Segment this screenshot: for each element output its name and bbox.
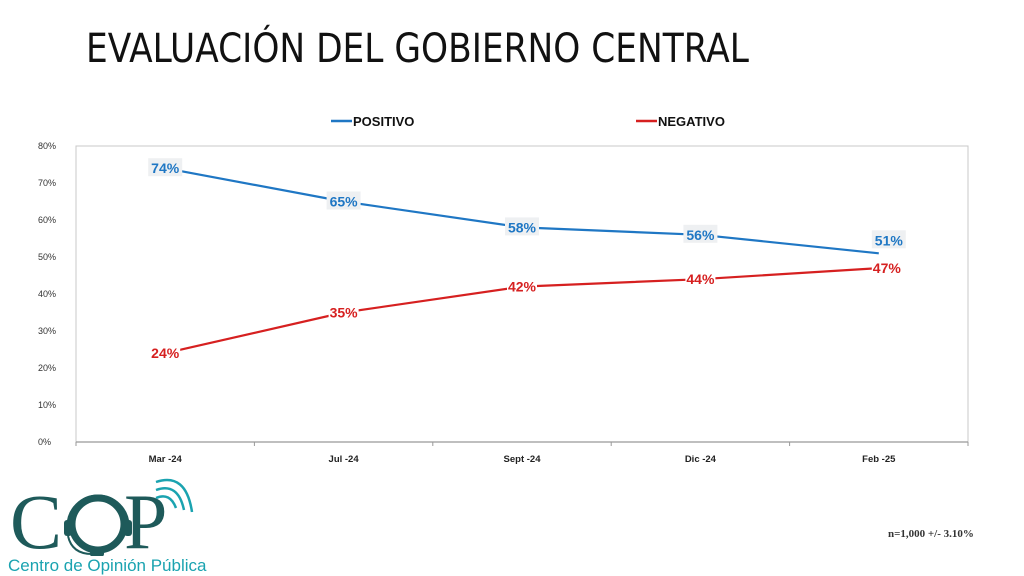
signal-waves-icon — [155, 478, 194, 513]
y-tick-label: 30% — [38, 326, 56, 336]
data-label-negativo: 24% — [151, 345, 180, 361]
data-label-negativo: 42% — [508, 279, 537, 295]
data-label-bg — [871, 259, 902, 276]
y-tick-label: 50% — [38, 252, 56, 262]
x-tick-label: Sept -24 — [504, 454, 542, 465]
y-axis: 0% 10% 20% 30% 40% 50% 60% 70% 80% — [38, 141, 56, 447]
x-tick-label: Jul -24 — [329, 454, 360, 465]
y-tick-label: 20% — [38, 363, 56, 373]
data-label-negativo: 47% — [873, 260, 902, 276]
y-tick-label: 70% — [38, 178, 56, 188]
data-label-negativo: 35% — [330, 305, 359, 321]
y-tick-label: 60% — [38, 215, 56, 225]
data-label-bg — [148, 158, 183, 177]
series-line-positivo — [164, 167, 879, 255]
cop-logo: C P — [6, 476, 206, 576]
data-label-negativo: 44% — [686, 271, 715, 287]
data-label-bg — [685, 270, 716, 287]
x-axis: Mar -24 Jul -24 Sept -24 Dic -24 Feb -25 — [75, 441, 969, 465]
data-label-bg — [683, 224, 718, 243]
headset-icon — [64, 494, 132, 557]
logo-letter-c: C — [10, 478, 62, 556]
logo-subtitle: Centro de Opinión Pública — [8, 556, 207, 575]
y-tick-label: 80% — [38, 141, 56, 151]
data-label-bg — [507, 277, 537, 294]
y-tick-label: 40% — [38, 289, 56, 299]
data-label-bg — [328, 303, 359, 320]
legend-label-positivo: POSITIVO — [353, 114, 414, 129]
data-label-positivo: 65% — [330, 194, 359, 210]
data-label-bg — [871, 230, 906, 249]
data-label-positivo: 58% — [508, 219, 537, 235]
data-label-bg — [505, 217, 539, 236]
y-tick-label: 0% — [38, 437, 51, 447]
data-label-bg — [150, 344, 181, 361]
x-tick-label: Dic -24 — [685, 454, 717, 465]
data-label-bg — [326, 191, 361, 210]
chart-legend: POSITIVO NEGATIVO — [331, 114, 725, 129]
page-title: EVALUACIÓN DEL GOBIERNO CENTRAL — [86, 26, 749, 72]
series-group: 74% 65% 58% 56% 51% 24% 35% 42% 44% 47% — [148, 158, 906, 361]
y-tick-label: 10% — [38, 400, 56, 410]
data-label-positivo: 74% — [151, 160, 180, 176]
data-label-positivo: 51% — [875, 232, 904, 248]
x-tick-label: Mar -24 — [149, 454, 183, 465]
legend-label-negativo: NEGATIVO — [658, 114, 725, 129]
logo-letter-p: P — [124, 478, 167, 556]
sample-size-note: n=1,000 +/- 3.10% — [888, 528, 974, 540]
data-label-positivo: 56% — [686, 227, 715, 243]
x-tick-label: Feb -25 — [862, 454, 896, 465]
